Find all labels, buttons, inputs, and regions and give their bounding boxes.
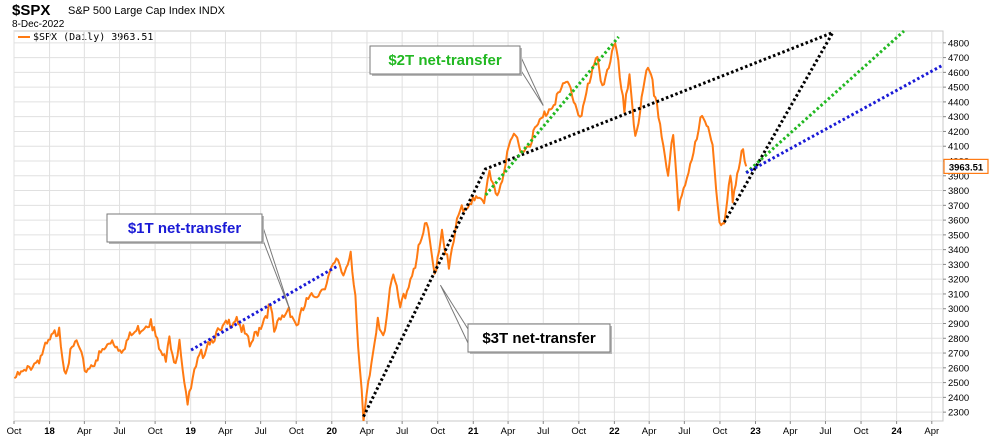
x-tick-label: Jul (396, 426, 408, 437)
annotation-2t-box (369, 45, 521, 75)
x-tick-label: 18 (44, 426, 55, 437)
trendline-three-t-4 (722, 31, 835, 224)
index-name-text: S&P 500 Large Cap Index (68, 5, 196, 17)
legend: $SPX (Daily) 3963.51 (18, 32, 153, 43)
x-tick-label: Oct (7, 426, 22, 437)
x-tick-label: Apr (501, 426, 516, 437)
annotation-1t-label: $1T net-transfer (128, 220, 242, 237)
y-tick-label: 2900 (948, 319, 969, 330)
y-tick-label: 4100 (948, 142, 969, 153)
y-tick-label: 3400 (948, 245, 969, 256)
x-tick-label: 21 (468, 426, 479, 437)
last-value-tag (943, 158, 989, 174)
y-tick-label: 3800 (948, 186, 969, 197)
x-tick-label: Jul (255, 426, 267, 437)
y-tick-label: 3600 (948, 216, 969, 227)
x-tick-label: 20 (326, 426, 337, 437)
y-tick-label: 3200 (948, 275, 969, 286)
x-tick-label: Jul (678, 426, 690, 437)
series-group (14, 29, 943, 421)
x-tick-label: Apr (783, 426, 798, 437)
annotation-3t-box (467, 323, 611, 353)
trendline-two-t-5 (745, 29, 906, 174)
x-tick-label: 23 (750, 426, 761, 437)
y-tick-label: 3700 (948, 201, 969, 212)
trendline-three-t-2 (362, 31, 834, 418)
x-tick-label: Oct (713, 426, 728, 437)
exchange-text: INDX (198, 5, 225, 17)
y-tick-label: 2500 (948, 378, 969, 389)
y-tick-label: 4300 (948, 112, 969, 123)
x-tick-label: Oct (289, 426, 304, 437)
chart-symbol: $SPX (12, 2, 51, 19)
x-tick-label: Apr (924, 426, 939, 437)
y-tick-label: 2800 (948, 334, 969, 345)
y-tick-label: 4200 (948, 127, 969, 138)
x-tick-label: Oct (430, 426, 445, 437)
y-tick-label: 4700 (948, 53, 969, 64)
x-tick-label: 19 (185, 426, 196, 437)
x-tick-label: 24 (891, 426, 902, 437)
trendline-two-t-3 (484, 35, 620, 196)
y-tick-label: 3100 (948, 289, 969, 300)
legend-swatch (18, 36, 30, 38)
annotation-2t-pointer (519, 54, 544, 106)
y-tick-label: 2700 (948, 349, 969, 360)
chart-index-name: S&P 500 Large Cap Index INDX (68, 5, 225, 17)
price-series-line (14, 42, 748, 421)
y-tick-label: 3300 (948, 260, 969, 271)
x-tick-label: Apr (218, 426, 233, 437)
x-tick-label: Jul (113, 426, 125, 437)
x-tick-label: Oct (571, 426, 586, 437)
last-value-label: 3963.51 (949, 162, 984, 173)
annotation-1t-box (106, 213, 263, 243)
x-tick-label: 22 (609, 426, 620, 437)
annotation-3t-label: $3T net-transfer (482, 330, 596, 347)
x-tick-label: Apr (77, 426, 92, 437)
x-tick-label: Oct (854, 426, 869, 437)
x-tick-label: Jul (537, 426, 549, 437)
y-tick-label: 3500 (948, 230, 969, 241)
y-tick-label: 2400 (948, 393, 969, 404)
y-tick-label: 3000 (948, 304, 969, 315)
x-tick-label: Oct (148, 426, 163, 437)
x-tick-label: Apr (360, 426, 375, 437)
y-tick-label: 2600 (948, 363, 969, 374)
x-tick-label: Jul (819, 426, 831, 437)
y-tick-label: 3900 (948, 171, 969, 182)
y-tick-label: 4500 (948, 83, 969, 94)
trendline-one-t-6 (745, 63, 943, 175)
legend-label: $SPX (Daily) 3963.51 (33, 32, 154, 43)
y-tick-label: 4400 (948, 97, 969, 108)
x-tick-label: Apr (642, 426, 657, 437)
annotation-2t-label: $2T net-transfer (388, 52, 502, 69)
y-tick-label: 2300 (948, 408, 969, 419)
y-tick-label: 4800 (948, 38, 969, 49)
y-tick-label: 4600 (948, 68, 969, 79)
chart-date: 8-Dec-2022 (12, 19, 65, 30)
